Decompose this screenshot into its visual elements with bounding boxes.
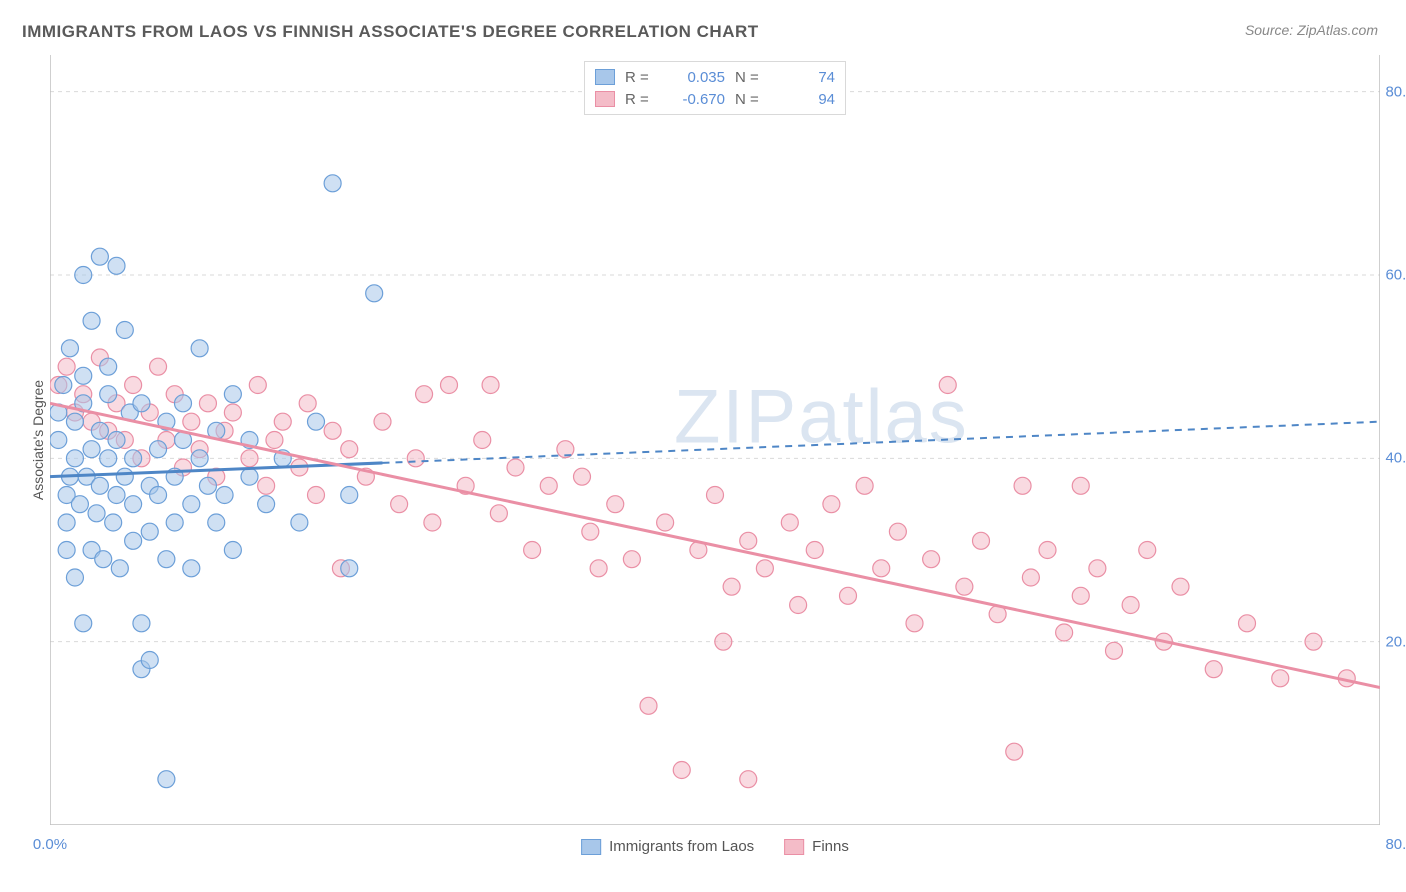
r-label: R =	[625, 91, 655, 108]
legend-swatch-finns	[784, 839, 804, 855]
r-label: R =	[625, 69, 655, 86]
n-value-finns: 94	[775, 91, 835, 108]
legend-swatch-finns	[595, 91, 615, 107]
legend-row-finns: R = -0.670 N = 94	[595, 88, 835, 110]
series-legend: Immigrants from Laos Finns	[581, 838, 849, 855]
r-value-finns: -0.670	[665, 91, 725, 108]
n-label: N =	[735, 69, 765, 86]
legend-item-laos: Immigrants from Laos	[581, 838, 754, 855]
chart-container: ZIPatlas Associate's Degree R = 0.035 N …	[50, 55, 1380, 825]
n-value-laos: 74	[775, 69, 835, 86]
y-tick-label: 40.0%	[1385, 450, 1406, 467]
chart-title: IMMIGRANTS FROM LAOS VS FINNISH ASSOCIAT…	[22, 22, 759, 42]
n-label: N =	[735, 91, 765, 108]
legend-label-laos: Immigrants from Laos	[609, 838, 754, 855]
x-axis-min-label: 0.0%	[33, 836, 67, 853]
r-value-laos: 0.035	[665, 69, 725, 86]
y-axis-label: Associate's Degree	[30, 380, 46, 500]
legend-swatch-laos	[595, 69, 615, 85]
y-tick-label: 20.0%	[1385, 633, 1406, 650]
legend-row-laos: R = 0.035 N = 74	[595, 66, 835, 88]
scatter-plot-svg	[50, 55, 1380, 825]
y-tick-label: 80.0%	[1385, 83, 1406, 100]
y-tick-label: 60.0%	[1385, 267, 1406, 284]
x-axis-max-label: 80.0%	[1385, 836, 1406, 853]
source-attribution: Source: ZipAtlas.com	[1245, 22, 1378, 38]
legend-item-finns: Finns	[784, 838, 849, 855]
legend-label-finns: Finns	[812, 838, 849, 855]
legend-swatch-laos	[581, 839, 601, 855]
correlation-legend: R = 0.035 N = 74 R = -0.670 N = 94	[584, 61, 846, 115]
